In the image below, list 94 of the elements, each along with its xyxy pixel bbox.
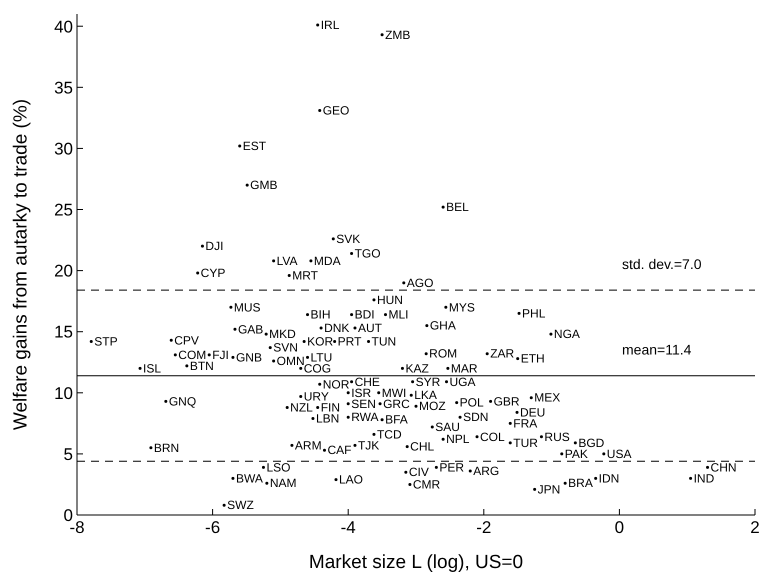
data-label: FJI	[212, 348, 229, 362]
y-tick-label: 30	[54, 139, 73, 158]
data-label: HUN	[376, 292, 403, 307]
data-label: BEL	[446, 200, 470, 214]
y-axis-title: Welfare gains from autarky to trade (%)	[10, 98, 32, 430]
data-label: CAF	[327, 443, 352, 458]
y-tick-label: 0	[64, 506, 73, 526]
data-label: MDA	[314, 254, 341, 268]
data-label: PHL	[522, 306, 546, 320]
data-label: NPL	[446, 432, 470, 446]
data-label: CMR	[412, 477, 441, 492]
data-label: LAO	[338, 472, 364, 487]
y-tick-label: 35	[54, 78, 73, 98]
data-label: RUS	[544, 430, 570, 444]
x-tick-label: -6	[205, 518, 220, 538]
data-label: GMB	[250, 178, 278, 192]
x-axis-title: Market size L (log), US=0	[308, 552, 524, 573]
data-label: BRN	[154, 440, 180, 455]
data-label: COL	[480, 430, 506, 444]
data-label: STP	[94, 334, 118, 348]
data-label: SDN	[463, 410, 488, 424]
data-label: IRL	[320, 18, 340, 32]
data-label: POL	[460, 396, 484, 410]
data-label: OMN	[276, 354, 305, 368]
data-label: KAZ	[405, 361, 429, 376]
data-label: MEX	[534, 390, 560, 405]
data-label: ARM	[294, 438, 322, 452]
data-label: DJI	[205, 239, 224, 254]
y-tick-label: 25	[54, 200, 73, 220]
data-label: AUT	[358, 321, 383, 336]
data-label: SWZ	[227, 498, 254, 512]
data-label: SVN	[273, 340, 298, 355]
data-label: GEO	[322, 104, 350, 118]
data-label: CHL	[410, 440, 435, 454]
data-label: AGO	[406, 276, 434, 290]
data-label: ETH	[520, 352, 545, 366]
data-label: NOR	[322, 377, 350, 392]
data-label: ROM	[429, 346, 458, 361]
data-label: SVK	[336, 232, 360, 246]
data-label: MAR	[450, 361, 478, 376]
data-label: GHA	[430, 318, 456, 333]
data-label: PER	[439, 460, 464, 474]
x-tick-label: -4	[340, 518, 356, 538]
data-label: MKD	[269, 327, 296, 342]
data-label: MLI	[388, 308, 409, 322]
data-label: JPN	[538, 482, 560, 496]
data-label: MUS	[234, 300, 261, 314]
data-label: BIH	[310, 308, 331, 322]
data-label: SAU	[435, 420, 460, 434]
data-label: IDN	[598, 471, 620, 486]
data-label: CPV	[174, 333, 199, 348]
data-label: GAB	[238, 322, 264, 336]
data-label: ISL	[143, 361, 162, 376]
data-label: TUN	[372, 334, 396, 348]
data-label: BWA	[236, 471, 263, 486]
data-label: DNK	[324, 321, 350, 336]
data-label: EST	[242, 138, 267, 153]
x-tick-label: -2	[476, 518, 492, 538]
data-label: GNQ	[168, 394, 196, 408]
data-label: SYR	[416, 374, 441, 389]
data-label: NGA	[554, 327, 580, 342]
data-label: TUR	[513, 436, 538, 450]
data-label: ARG	[473, 464, 500, 478]
data-label: BFA	[385, 412, 408, 427]
data-label: BDI	[354, 308, 375, 322]
annotation: std. dev.=7.0	[622, 256, 702, 272]
data-label: LSO	[266, 460, 290, 474]
data-label: GNB	[236, 350, 262, 364]
data-label: GBR	[494, 394, 520, 408]
data-label: UGA	[450, 374, 476, 389]
ref-line-label: mean=11.4	[622, 342, 692, 358]
data-label: KOR	[307, 334, 334, 348]
data-label: TCD	[376, 427, 402, 442]
data-label: CIV	[408, 465, 429, 480]
data-label: MYS	[448, 300, 475, 314]
data-label: TJK	[358, 438, 380, 452]
data-label: NAM	[270, 476, 297, 490]
data-label: LVA	[276, 254, 298, 268]
x-tick-label: 0	[614, 518, 624, 538]
data-label: CYP	[200, 266, 226, 280]
data-label: ZAR	[490, 346, 515, 361]
data-label: PRT	[338, 334, 362, 348]
y-tick-label: 10	[54, 384, 73, 403]
data-label: RWA	[351, 410, 379, 424]
data-label: BRA	[568, 476, 593, 490]
data-label: ZMB	[385, 28, 410, 42]
y-tick-label: 15	[54, 322, 73, 342]
y-tick-label: 20	[54, 262, 73, 281]
x-tick-label: 2	[750, 518, 760, 538]
data-label: TGO	[354, 246, 381, 260]
y-tick-label: 40	[54, 17, 73, 36]
y-tick-label: 5	[64, 444, 73, 464]
data-label: USA	[606, 446, 632, 461]
data-label: MRT	[292, 268, 319, 282]
